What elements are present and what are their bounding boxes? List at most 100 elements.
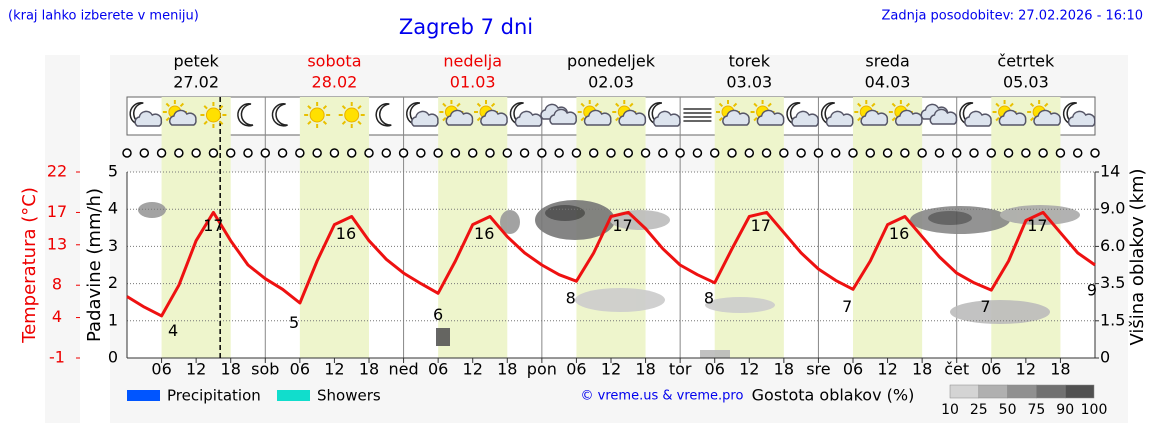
x-tick-label: 18 <box>359 360 379 379</box>
icon-ray <box>891 102 896 108</box>
day-name: petek <box>173 52 219 71</box>
icon-cloud <box>583 109 612 126</box>
cloud-layers <box>138 200 1080 358</box>
y-tick-label: 0 <box>108 348 118 367</box>
density-tick-label: 25 <box>970 402 988 418</box>
x-tick-label: 12 <box>463 360 483 379</box>
x-tick-label: 18 <box>221 360 241 379</box>
density-tick-label: 50 <box>999 402 1017 418</box>
wind-marker <box>191 148 201 158</box>
wind-marker <box>917 148 927 158</box>
day-date: 28.02 <box>312 73 358 92</box>
cloud <box>705 297 775 313</box>
icon-ray <box>1029 116 1035 122</box>
x-tick-label: 06 <box>981 360 1001 379</box>
legend-swatch <box>277 390 310 401</box>
temperature-line <box>126 210 1096 318</box>
legend-label: Showers <box>317 387 381 405</box>
wind-marker <box>346 148 357 158</box>
wind-marker <box>398 148 409 158</box>
icon-ray <box>322 105 328 110</box>
icon-cloud <box>929 108 958 125</box>
temperature-label: 9 <box>1087 281 1097 300</box>
page-title: Zagreb 7 dni <box>399 15 533 39</box>
icon-ray <box>341 105 347 110</box>
icon-sun <box>205 107 221 123</box>
cloud <box>500 210 520 234</box>
wind-marker <box>623 148 634 158</box>
icon-ray <box>594 102 599 108</box>
icon-cloud <box>722 109 750 126</box>
icon-ray <box>476 102 482 108</box>
day-date: 04.03 <box>865 73 911 92</box>
icon-ray <box>357 120 362 125</box>
icon-ray <box>341 120 347 125</box>
temp-axis-title: Temperatura (°C) <box>19 187 40 344</box>
wind-marker <box>761 148 772 158</box>
x-tick-label: 06 <box>566 360 586 379</box>
icon-ray <box>357 105 362 110</box>
cloud <box>950 300 1050 324</box>
icon-moon <box>237 103 254 127</box>
y-tick-label: 5 <box>108 162 118 181</box>
icon-ray <box>165 102 170 108</box>
wind-marker <box>156 148 167 158</box>
wind-marker <box>467 148 478 158</box>
temperature-label: 4 <box>168 321 178 340</box>
temp-tick-label: -1 <box>49 348 65 367</box>
wind-marker <box>502 148 513 158</box>
wind-marker <box>1090 148 1100 158</box>
wind-marker <box>1038 148 1048 158</box>
icon-ray <box>753 116 758 122</box>
cloud <box>700 350 730 358</box>
wind-marker <box>295 148 305 158</box>
wind-marker <box>588 148 599 158</box>
icon-ray <box>580 102 585 108</box>
wind-marker <box>485 148 495 158</box>
y2-tick-label: 6.0 <box>1100 236 1125 255</box>
icon-ray <box>219 120 224 125</box>
x-tick-label: 18 <box>774 360 794 379</box>
icon-cloud <box>825 110 854 127</box>
y2-tick-label: 14 <box>1100 162 1120 181</box>
daylight-bands <box>161 97 1061 358</box>
icon-cloud <box>964 110 992 127</box>
temperature-label: 6 <box>433 305 443 324</box>
temperature-label: 7 <box>980 297 990 316</box>
credit[interactable]: © vreme.us & vreme.pro <box>581 389 744 404</box>
temperature-label: 5 <box>289 313 299 332</box>
wind-marker <box>865 148 876 158</box>
icon-cloud <box>1067 110 1096 127</box>
icon-ray <box>718 102 724 108</box>
cloud <box>610 210 670 230</box>
wind-marker <box>554 148 564 158</box>
icon-ray <box>179 102 185 108</box>
y2-tick-label: 3.5 <box>1100 273 1125 292</box>
daylight-band <box>714 97 784 358</box>
location-note[interactable]: (kraj lahko izberete v meniju) <box>8 9 199 24</box>
icon-ray <box>322 120 328 125</box>
temperature-label: 17 <box>751 216 771 235</box>
icon-ray <box>203 105 208 110</box>
temperature-label: 8 <box>566 289 576 308</box>
temp-panel <box>45 55 80 423</box>
temp-tick-label: 17 <box>47 202 67 221</box>
density-swatch <box>1036 384 1066 399</box>
temperature-label: 17 <box>612 216 632 235</box>
icon-ray <box>718 116 724 122</box>
wind-marker <box>312 148 322 158</box>
wind-marker <box>882 148 893 158</box>
wind-marker <box>640 148 651 158</box>
icon-cloud <box>411 110 439 127</box>
x-tick-label: 06 <box>151 360 171 379</box>
day-date: 05.03 <box>1003 73 1049 92</box>
temperature-label: 16 <box>474 224 494 243</box>
x-tick-label: 12 <box>739 360 759 379</box>
y2-tick-label: 9.0 <box>1100 199 1125 218</box>
x-tick-label: pon <box>527 360 557 379</box>
wind-marker <box>1072 148 1083 158</box>
wind-marker <box>986 148 997 158</box>
icon-cloud <box>998 109 1027 126</box>
x-tick-label: 12 <box>877 360 897 379</box>
icon-ray <box>871 102 876 108</box>
